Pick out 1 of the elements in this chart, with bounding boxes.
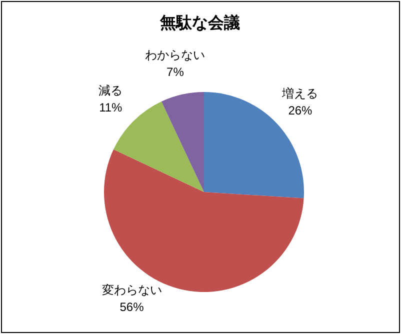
- title: 無駄な会議: [160, 15, 240, 32]
